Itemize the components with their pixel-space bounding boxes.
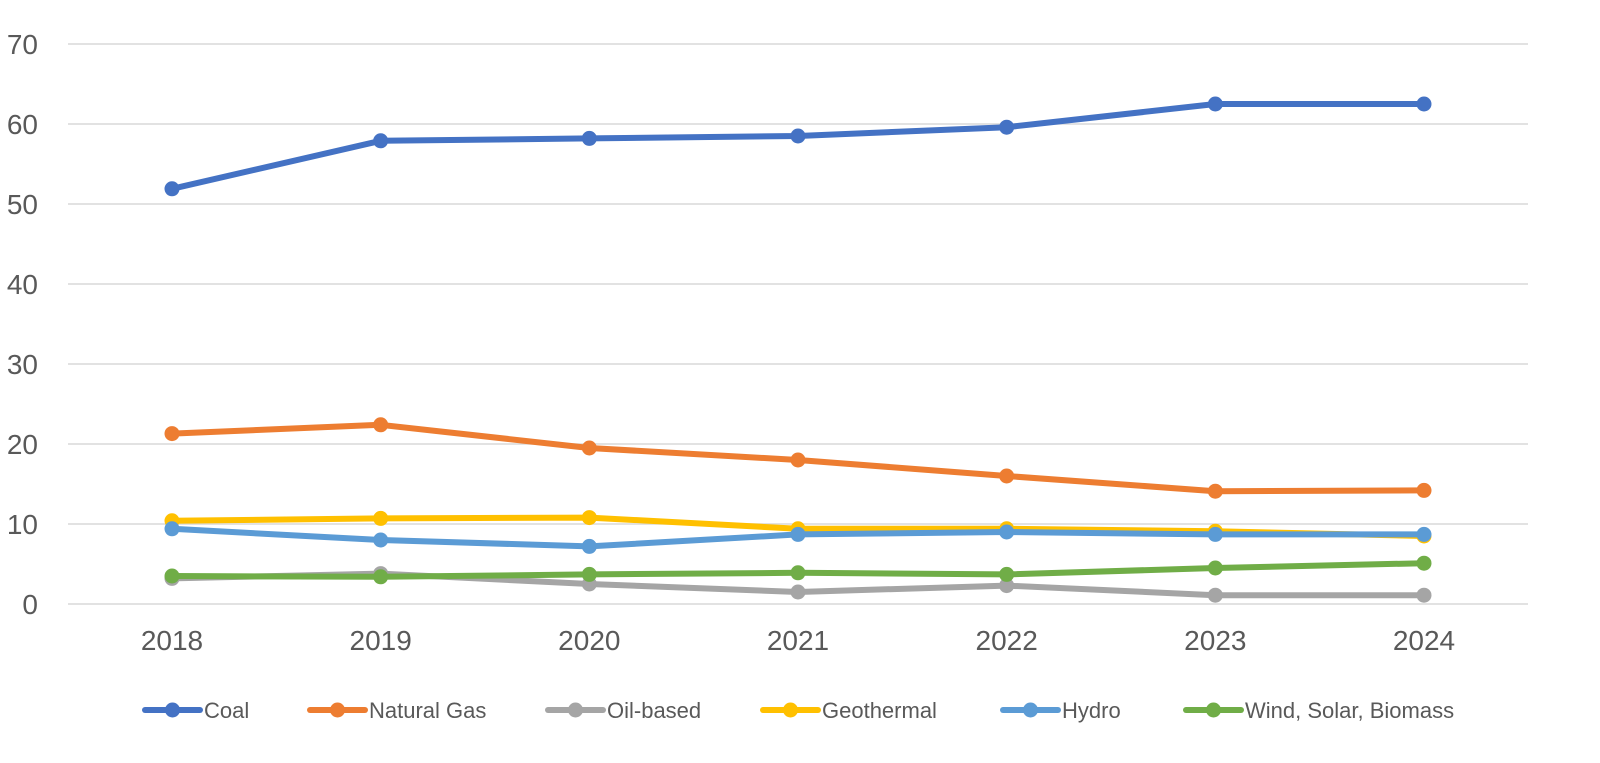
y-tick-label: 60 xyxy=(7,109,38,140)
data-point-natural-gas xyxy=(164,426,180,442)
series-line-coal xyxy=(169,101,1427,192)
data-point-oil-based xyxy=(790,584,806,600)
legend-swatch-marker xyxy=(783,702,798,718)
data-point-coal xyxy=(581,130,597,146)
legend-swatch-marker xyxy=(1206,702,1221,718)
legend-label: Natural Gas xyxy=(369,698,486,723)
series-wind-solar-biomass xyxy=(164,555,1432,585)
data-point-hydro xyxy=(581,538,597,554)
legend-item-wind-solar-biomass: Wind, Solar, Biomass xyxy=(1183,698,1454,723)
legend-swatch-marker xyxy=(1023,702,1038,718)
data-point-coal xyxy=(999,119,1015,135)
series-coal xyxy=(164,96,1432,197)
x-axis: 2018 2019 2020 2021 2022 2023 2024 xyxy=(141,625,1455,656)
data-point-hydro xyxy=(1416,526,1432,542)
x-tick-label: 2022 xyxy=(976,625,1038,656)
legend-item-hydro: Hydro xyxy=(1000,698,1121,723)
legend-label: Hydro xyxy=(1062,698,1121,723)
legend-swatch-marker xyxy=(165,702,180,718)
data-point-natural-gas xyxy=(373,417,389,433)
data-point-hydro xyxy=(1207,526,1223,542)
legend-swatch-marker xyxy=(330,702,345,718)
series-natural-gas xyxy=(164,417,1432,499)
y-tick-label: 70 xyxy=(7,29,38,60)
gridlines xyxy=(68,43,1528,605)
y-tick-label: 10 xyxy=(7,509,38,540)
data-point-coal xyxy=(1207,96,1223,112)
y-tick-label: 50 xyxy=(7,189,38,220)
data-point-coal xyxy=(1416,96,1432,112)
x-tick-label: 2020 xyxy=(558,625,620,656)
x-tick-label: 2021 xyxy=(767,625,829,656)
data-point-natural-gas xyxy=(790,452,806,468)
data-point-wind-solar-biomass xyxy=(790,565,806,581)
data-point-natural-gas xyxy=(1416,482,1432,498)
legend-item-natural-gas: Natural Gas xyxy=(307,698,486,723)
data-point-wind-solar-biomass xyxy=(581,566,597,582)
data-point-oil-based xyxy=(999,578,1015,594)
legend-label: Coal xyxy=(204,698,249,723)
series-group xyxy=(164,96,1432,603)
data-point-coal xyxy=(164,181,180,197)
x-tick-label: 2024 xyxy=(1393,625,1455,656)
data-point-natural-gas xyxy=(1207,483,1223,499)
data-point-wind-solar-biomass xyxy=(373,569,389,585)
series-hydro xyxy=(164,521,1432,554)
data-point-hydro xyxy=(373,532,389,548)
data-point-natural-gas xyxy=(999,468,1015,484)
y-tick-label: 0 xyxy=(22,589,38,620)
x-tick-label: 2018 xyxy=(141,625,203,656)
legend-swatch-marker xyxy=(568,702,583,718)
x-tick-label: 2023 xyxy=(1184,625,1246,656)
y-tick-label: 40 xyxy=(7,269,38,300)
legend-label: Oil-based xyxy=(607,698,701,723)
legend-label: Geothermal xyxy=(822,698,937,723)
data-point-wind-solar-biomass xyxy=(999,566,1015,582)
legend: Coal Natural Gas Oil-based Geothermal Hydro W… xyxy=(142,698,1454,723)
data-point-wind-solar-biomass xyxy=(164,568,180,584)
data-point-wind-solar-biomass xyxy=(1416,555,1432,571)
data-point-hydro xyxy=(164,521,180,537)
x-tick-label: 2019 xyxy=(350,625,412,656)
data-point-geothermal xyxy=(373,510,389,526)
data-point-geothermal xyxy=(581,510,597,526)
data-point-natural-gas xyxy=(581,440,597,456)
data-point-oil-based xyxy=(1416,587,1432,603)
legend-item-coal: Coal xyxy=(142,698,249,723)
data-point-coal xyxy=(373,133,389,149)
data-point-hydro xyxy=(790,526,806,542)
y-tick-label: 30 xyxy=(7,349,38,380)
data-point-wind-solar-biomass xyxy=(1207,560,1223,576)
legend-item-oil-based: Oil-based xyxy=(545,698,701,723)
legend-item-geothermal: Geothermal xyxy=(760,698,937,723)
y-tick-label: 20 xyxy=(7,429,38,460)
data-point-coal xyxy=(790,128,806,144)
legend-label: Wind, Solar, Biomass xyxy=(1245,698,1454,723)
data-point-oil-based xyxy=(1207,587,1223,603)
data-point-hydro xyxy=(999,524,1015,540)
y-axis: 0 10 20 30 40 50 60 70 xyxy=(7,29,38,620)
